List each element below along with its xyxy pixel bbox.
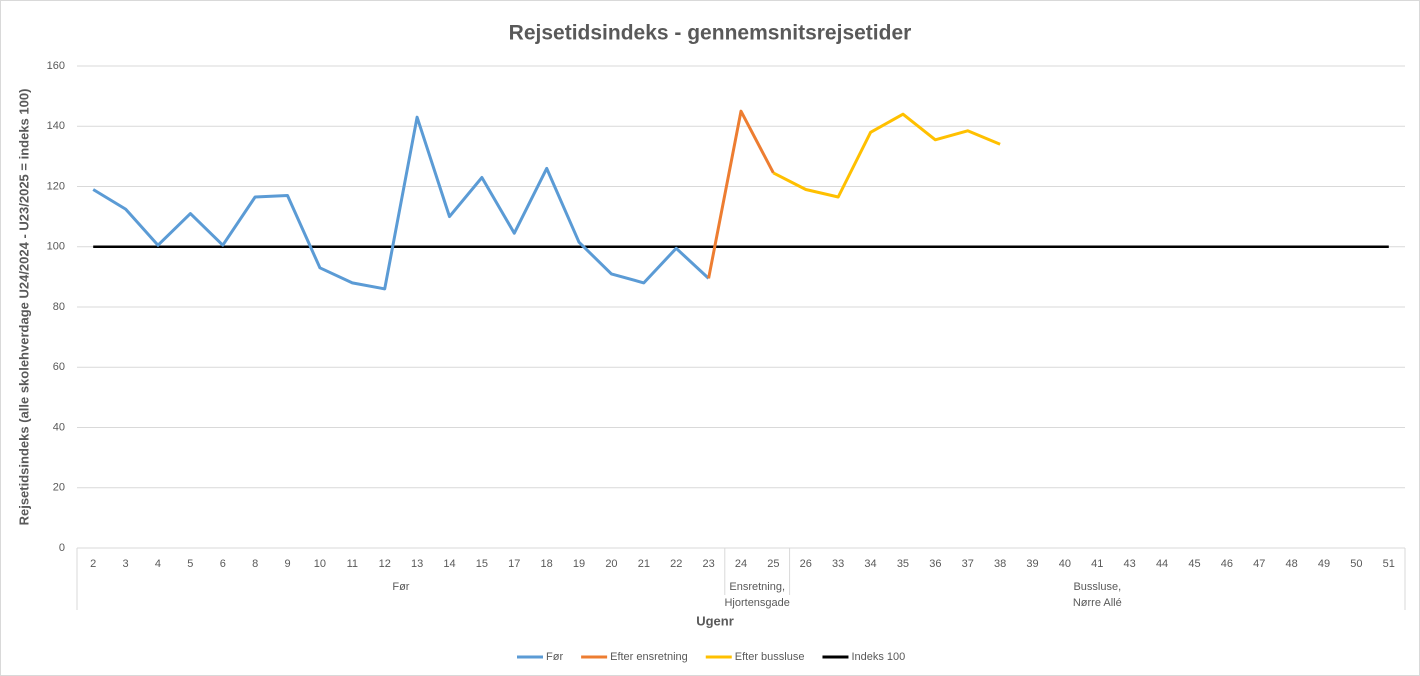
- x-tick-label: 17: [508, 558, 520, 570]
- x-tick-label: 35: [897, 558, 909, 570]
- y-tick-label: 20: [53, 482, 65, 494]
- x-tick-label: 43: [1124, 558, 1136, 570]
- x-tick-label: 24: [735, 558, 747, 570]
- x-tick-label: 18: [541, 558, 553, 570]
- legend-label: Efter ensretning: [610, 651, 688, 663]
- x-tick-label: 21: [638, 558, 650, 570]
- y-tick-label: 120: [47, 180, 65, 192]
- x-tick-label: 26: [800, 558, 812, 570]
- x-tick-label: 4: [155, 558, 161, 570]
- x-tick-label: 12: [379, 558, 391, 570]
- group-label: Bussluse,: [1073, 581, 1121, 593]
- x-tick-label: 11: [347, 558, 358, 570]
- x-tick-label: 15: [476, 558, 488, 570]
- y-tick-label: 40: [53, 421, 65, 433]
- x-tick-label: 40: [1059, 558, 1071, 570]
- group-label: Hjortensgade: [724, 597, 789, 609]
- x-tick-label: 19: [573, 558, 585, 570]
- y-tick-label: 60: [53, 361, 65, 373]
- x-tick-label: 23: [702, 558, 714, 570]
- x-tick-label: 25: [767, 558, 779, 570]
- x-tick-label: 20: [605, 558, 617, 570]
- x-tick-label: 10: [314, 558, 326, 570]
- x-tick-label: 9: [284, 558, 290, 570]
- x-tick-label: 41: [1091, 558, 1103, 570]
- legend-label: Efter bussluse: [735, 651, 805, 663]
- x-tick-label: 22: [670, 558, 682, 570]
- y-tick-label: 140: [47, 120, 65, 132]
- series-line: [707, 109, 775, 279]
- group-label: Før: [392, 581, 409, 593]
- y-tick-label: 100: [47, 241, 65, 253]
- x-tick-label: 2: [90, 558, 96, 570]
- x-tick-label: 48: [1286, 558, 1298, 570]
- x-tick-label: 5: [187, 558, 193, 570]
- x-tick-label: 51: [1383, 558, 1395, 570]
- x-tick-label: 6: [220, 558, 226, 570]
- x-tick-label: 38: [994, 558, 1006, 570]
- series-line: [772, 112, 1001, 199]
- x-tick-label: 36: [929, 558, 941, 570]
- x-tick-label: 34: [864, 558, 876, 570]
- series-line: [92, 115, 710, 291]
- y-tick-label: 0: [59, 542, 65, 554]
- y-tick-label: 80: [53, 301, 65, 313]
- x-tick-label: 14: [443, 558, 455, 570]
- x-tick-label: 45: [1188, 558, 1200, 570]
- x-tick-label: 39: [1026, 558, 1038, 570]
- group-label: Nørre Allé: [1073, 597, 1122, 609]
- x-tick-label: 8: [252, 558, 258, 570]
- x-tick-label: 50: [1350, 558, 1362, 570]
- x-tick-label: 49: [1318, 558, 1330, 570]
- x-tick-label: 13: [411, 558, 423, 570]
- x-tick-label: 37: [962, 558, 974, 570]
- y-tick-label: 160: [47, 60, 65, 72]
- y-axis-title: Rejsetidsindeks (alle skolehverdage U24/…: [16, 89, 31, 526]
- legend-label: Indeks 100: [851, 651, 905, 663]
- x-tick-label: 46: [1221, 558, 1233, 570]
- chart-title: Rejsetidsindeks - gennemsnitsrejsetider: [509, 22, 912, 45]
- x-tick-label: 47: [1253, 558, 1265, 570]
- legend-label: Før: [546, 651, 563, 663]
- group-label: Ensretning,: [729, 581, 785, 593]
- x-axis-title: Ugenr: [696, 613, 734, 628]
- x-tick-label: 44: [1156, 558, 1168, 570]
- x-tick-label: 3: [123, 558, 129, 570]
- x-tick-label: 33: [832, 558, 844, 570]
